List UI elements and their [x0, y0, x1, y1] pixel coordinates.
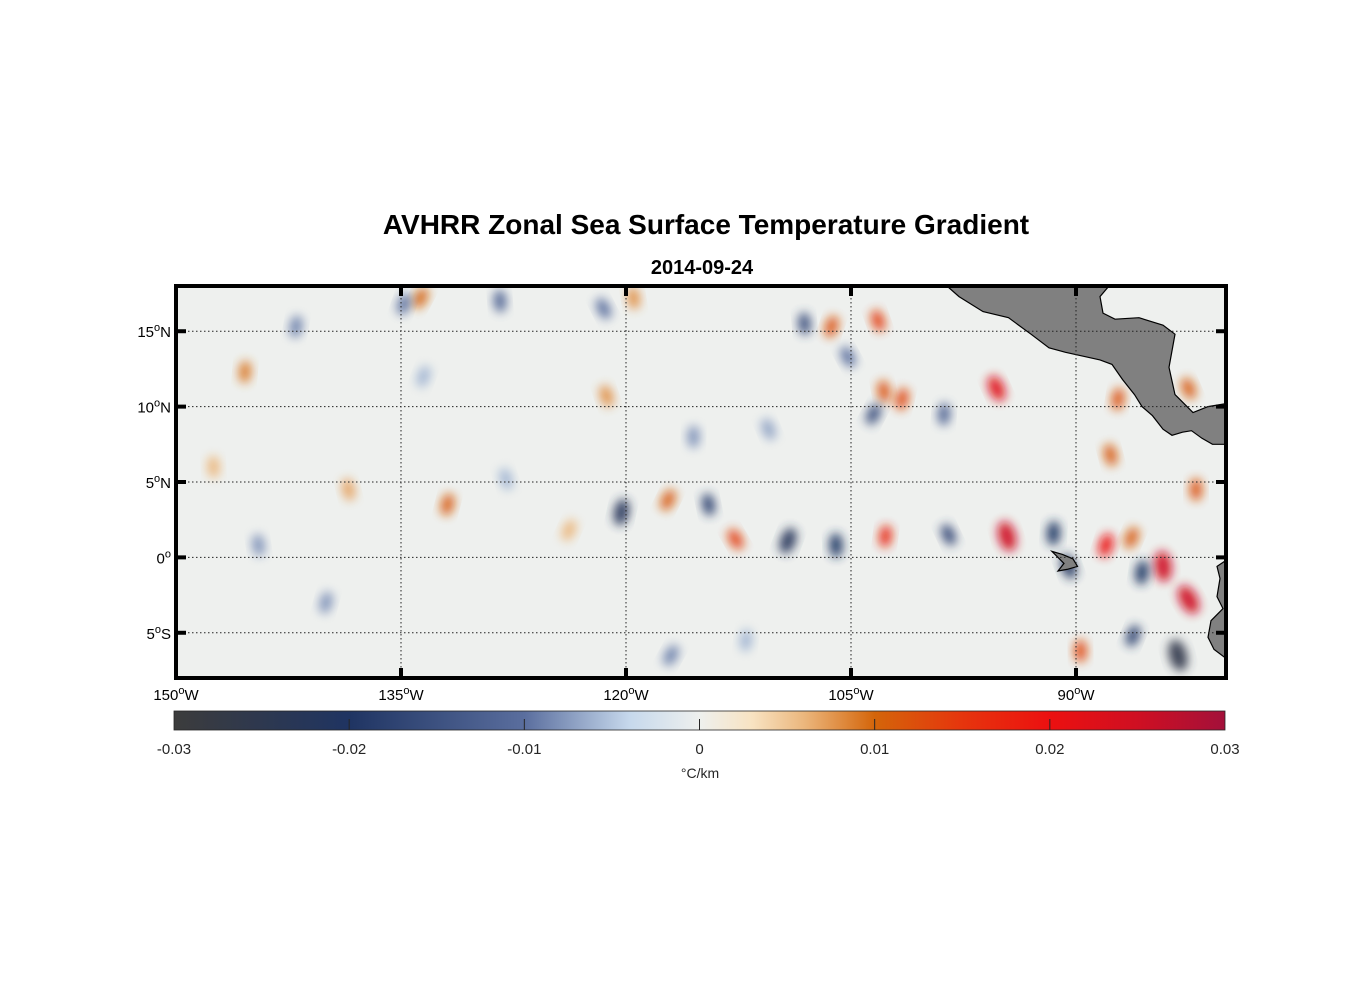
colorbar-tick-label: 0.03	[1210, 741, 1239, 758]
colorbar-tick-label: -0.02	[332, 741, 366, 758]
sst-gradient-feature	[440, 493, 455, 516]
axis-tick-label: 150oW	[153, 685, 199, 704]
land-central-america	[946, 286, 1226, 445]
sst-gradient-feature	[416, 365, 431, 388]
chart-subtitle: 2014-09-24	[651, 257, 754, 279]
sst-gradient-feature	[319, 591, 333, 614]
colorbar-tick-label: -0.03	[157, 741, 191, 758]
colorbar-ticks: -0.03 -0.02 -0.01 0 0.01 0.02 0.03	[157, 719, 1240, 758]
sst-gradient-feature	[829, 533, 843, 558]
y-axis-labels: 15oN 10oN 5oN 0o 5oS	[137, 322, 171, 643]
sst-gradient-feature	[499, 468, 513, 490]
sst-gradient-feature	[238, 360, 252, 384]
sst-gradient-feature	[761, 418, 776, 440]
sst-gradient-feature	[941, 524, 956, 546]
axis-tick-label: 10oN	[137, 398, 171, 417]
colorbar-label: °C/km	[681, 765, 719, 781]
sst-gradient-feature	[412, 287, 429, 309]
colorbar-tick-label: 0.02	[1035, 741, 1064, 758]
sst-gradient-feature	[895, 387, 909, 411]
sst-gradient-feature	[779, 527, 797, 554]
sst-gradient-feature	[1168, 639, 1188, 672]
map-area	[174, 284, 1228, 680]
sst-gradient-feature	[1135, 560, 1149, 585]
sst-gradient-feature	[870, 309, 886, 332]
sst-gradient-feature	[289, 315, 303, 338]
land-galapagos	[1049, 550, 1079, 572]
sst-gradient-feature	[877, 380, 891, 403]
axis-tick-label: 105oW	[828, 685, 874, 704]
chart-title: AVHRR Zonal Sea Surface Temperature Grad…	[383, 209, 1029, 240]
sst-gradient-feature	[207, 455, 220, 479]
sst-gradient-feature	[1125, 625, 1141, 647]
sst-gradient-feature	[798, 312, 811, 335]
sst-gradient-feature	[396, 293, 412, 315]
sst-gradient-feature	[493, 289, 507, 313]
sst-gradient-feature	[252, 534, 265, 557]
sst-gradient-feature	[663, 645, 679, 666]
sst-gradient-feature	[1074, 639, 1087, 663]
sst-gradient-feature	[599, 385, 614, 408]
x-axis-labels: 150oW 135oW 120oW 105oW 90oW	[153, 685, 1095, 704]
colorbar-tick-label: 0	[695, 741, 703, 758]
axis-tick-label: 0o	[157, 548, 171, 567]
sst-gradient-feature	[1046, 521, 1061, 546]
sst-gradient-feature	[1124, 527, 1139, 549]
sst-gradient-feature	[840, 346, 856, 368]
colorbar-tick-label: 0.01	[860, 741, 889, 758]
sst-gradient-feature	[1189, 478, 1203, 501]
sst-gradient-feature	[1177, 585, 1200, 614]
gradient-field	[207, 286, 1203, 672]
axis-tick-label: 5oN	[146, 473, 171, 492]
sst-gradient-feature	[613, 498, 630, 526]
grid-lines	[176, 286, 1226, 678]
sst-gradient-feature	[997, 521, 1017, 552]
sst-gradient-feature	[1181, 377, 1196, 400]
sst-gradient-feature	[561, 519, 577, 541]
sst-gradient-feature	[701, 493, 716, 516]
axis-ticks	[174, 286, 1226, 678]
axis-tick-label: 90oW	[1058, 685, 1096, 704]
axis-tick-label: 15oN	[137, 322, 171, 341]
sst-gradient-feature	[727, 529, 744, 550]
sst-gradient-feature	[1154, 551, 1172, 582]
axis-tick-label: 135oW	[378, 685, 424, 704]
sst-gradient-feature	[595, 298, 612, 320]
sst-gradient-feature	[937, 402, 951, 426]
sst-gradient-feature	[879, 525, 892, 548]
sst-gradient-feature	[660, 489, 676, 511]
sst-gradient-feature	[1103, 443, 1118, 466]
colorbar: -0.03 -0.02 -0.01 0 0.01 0.02 0.03 °C/km	[157, 710, 1240, 781]
sst-gradient-feature	[1111, 387, 1125, 411]
sst-gradient-feature	[865, 403, 882, 425]
sst-gradient-feature	[987, 375, 1006, 402]
axis-tick-label: 120oW	[603, 685, 649, 704]
sst-gradient-feature	[687, 425, 700, 449]
sst-gradient-feature	[824, 315, 839, 338]
axis-tick-label: 5oS	[147, 624, 171, 643]
sst-gradient-feature	[1098, 533, 1114, 558]
sst-gradient-feature	[627, 286, 640, 310]
colorbar-tick-label: -0.01	[507, 741, 541, 758]
sst-gradient-feature	[739, 629, 753, 652]
sst-gradient-feature	[341, 478, 356, 501]
